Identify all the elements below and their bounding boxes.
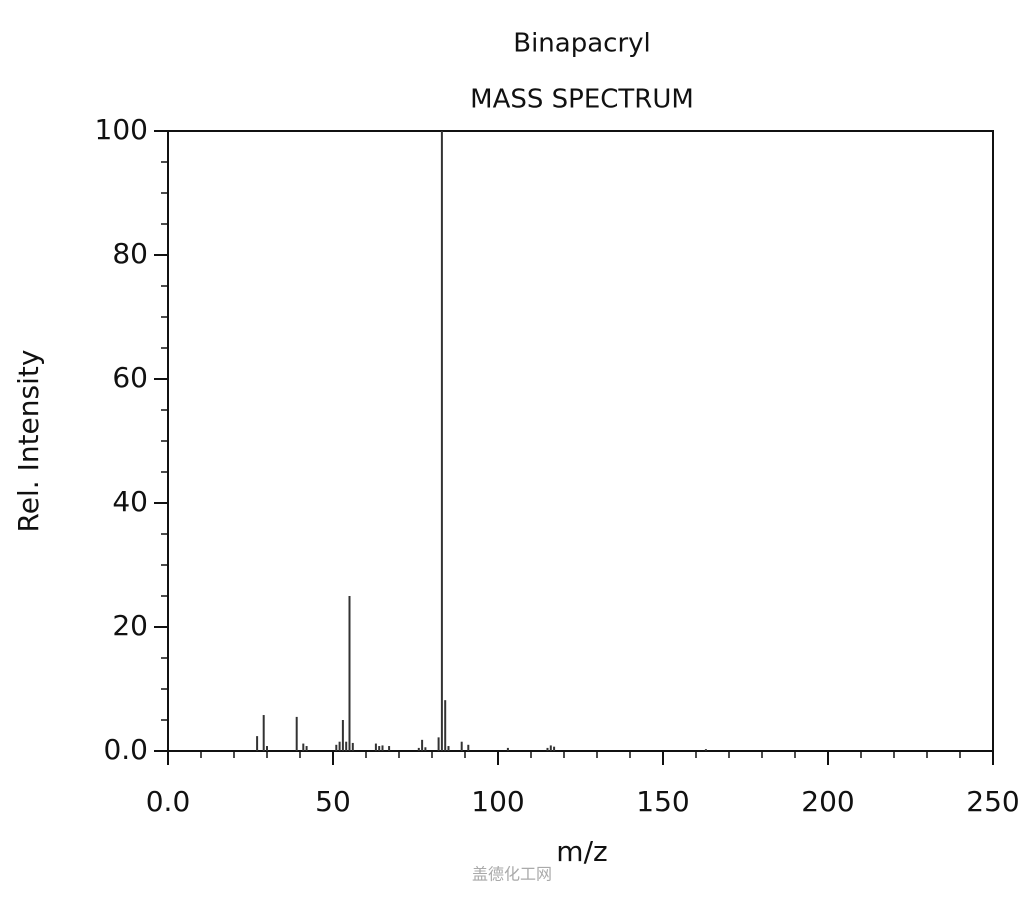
- y-axis-label: Rel. Intensity: [12, 350, 45, 533]
- x-tick-label: 50: [315, 785, 351, 818]
- x-tick-label: 100: [471, 785, 524, 818]
- y-tick-label: 20: [112, 609, 148, 642]
- x-tick-label: 0.0: [146, 785, 191, 818]
- plot-frame: [167, 130, 994, 752]
- y-tick-label: 60: [112, 361, 148, 394]
- x-tick-label: 150: [636, 785, 689, 818]
- x-tick-label: 250: [966, 785, 1019, 818]
- chart-title: Binapacryl: [513, 29, 651, 59]
- x-tick-label: 200: [801, 785, 854, 818]
- y-tick-label: 100: [95, 113, 148, 146]
- x-axis-label: m/z: [556, 835, 607, 868]
- y-tick-label: 40: [112, 485, 148, 518]
- y-tick-label: 80: [112, 237, 148, 270]
- watermark: 盖德化工网: [472, 865, 552, 884]
- chart-subtitle: MASS SPECTRUM: [470, 85, 694, 115]
- y-tick-label: 0.0: [103, 733, 148, 766]
